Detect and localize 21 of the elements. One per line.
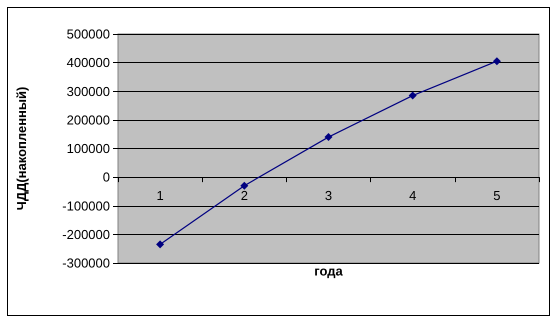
point xyxy=(240,182,248,190)
point xyxy=(492,57,501,66)
y-tick-label: 500000 xyxy=(66,26,110,42)
y-axis-title: ЧДД(накопленный) xyxy=(14,86,29,210)
y-tick-label: -100000 xyxy=(62,198,110,214)
x-tick-label: 4 xyxy=(409,188,416,204)
x-tick-label: 1 xyxy=(156,188,164,204)
y-tick-label: 400000 xyxy=(66,55,110,70)
y-tick-label: 200000 xyxy=(66,112,110,128)
x-axis-title: года xyxy=(314,264,344,278)
point xyxy=(156,240,164,248)
y-tick-label: 300000 xyxy=(66,84,110,99)
y-tick-label: -300000 xyxy=(62,256,110,270)
point xyxy=(408,92,417,100)
point xyxy=(324,133,332,142)
x-tick-label: 5 xyxy=(493,188,501,204)
y-tick-label: 100000 xyxy=(66,141,110,156)
x-tick-label: 2 xyxy=(240,188,248,204)
y-tick-label: -200000 xyxy=(62,226,110,242)
x-tick-label: 3 xyxy=(324,188,332,204)
y-tick-label: 0 xyxy=(102,170,110,185)
